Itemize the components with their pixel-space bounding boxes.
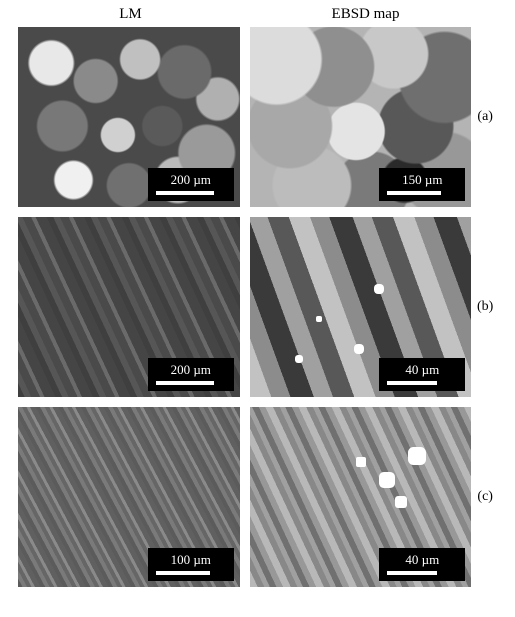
scale-bar [387,571,437,575]
panel-a-ebsd: 150 µm [250,27,472,207]
scale-bar [156,381,214,385]
scale-label: 200 µm [171,172,211,187]
scale-bar [387,191,441,195]
scale-label: 200 µm [171,362,211,377]
scale-label: 40 µm [405,362,439,377]
row-a: 200 µm 150 µm (a) [18,27,497,207]
panel-b-lm: 200 µm [18,217,240,397]
scale-box: 200 µm [148,168,234,201]
scale-box: 40 µm [379,358,465,391]
scale-bar [156,191,214,195]
row-b: 200 µm 40 µm (b) [18,217,497,397]
scale-box: 200 µm [148,358,234,391]
panel-c-lm: 100 µm [18,407,240,587]
panel-b-ebsd: 40 µm [250,217,472,397]
micrograph-figure: LM EBSD map 200 µm 150 µm (a) 200 µm [0,0,515,617]
header-lm: LM [18,6,243,23]
row-c: 100 µm 40 µm (c) [18,407,497,587]
scale-box: 40 µm [379,548,465,581]
scale-label: 100 µm [171,552,211,567]
scale-box: 100 µm [148,548,234,581]
panel-c-ebsd: 40 µm [250,407,472,587]
column-headers: LM EBSD map [18,6,497,23]
scale-label: 40 µm [405,552,439,567]
panel-a-lm: 200 µm [18,27,240,207]
scale-label: 150 µm [402,172,442,187]
scale-bar [387,381,437,385]
row-label-c: (c) [473,489,497,505]
header-ebsd: EBSD map [253,6,478,23]
row-label-b: (b) [473,299,497,315]
scale-box: 150 µm [379,168,465,201]
row-label-a: (a) [473,109,497,125]
scale-bar [156,571,210,575]
